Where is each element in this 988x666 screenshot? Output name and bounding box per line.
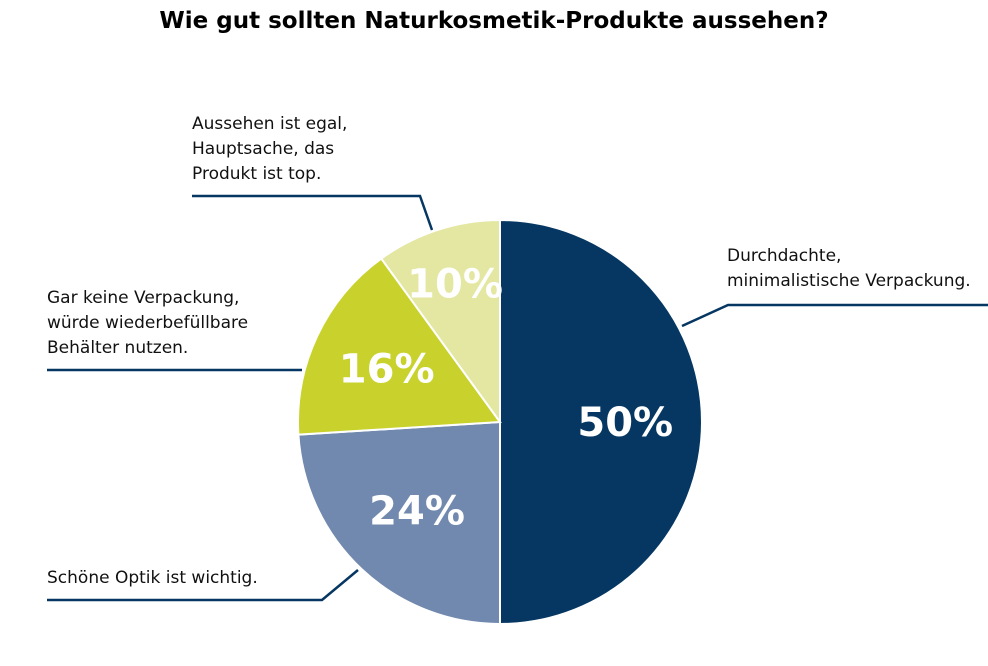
leader-line-egal xyxy=(192,194,434,231)
slice-label-minimalist: Durchdachte, minimalistische Verpackung. xyxy=(727,246,971,291)
value-label-optik: 24% xyxy=(369,488,465,534)
leader-line-optik xyxy=(47,569,359,602)
value-label-minimalist: 50% xyxy=(577,400,673,446)
slice-label-optik: Schöne Optik ist wichtig. xyxy=(47,568,258,588)
value-label-keine-verpackung: 16% xyxy=(339,347,435,393)
slice-minimalist xyxy=(499,218,703,626)
leader-line-minimalist xyxy=(681,303,988,328)
slice-optik xyxy=(297,420,501,626)
value-label-egal: 10% xyxy=(407,262,503,308)
slice-egal xyxy=(379,218,501,426)
slice-label-egal: Aussehen ist egal, Hauptsache, das Produ… xyxy=(192,114,348,184)
slice-label-keine-verpackung: Gar keine Verpackung, würde wiederbefüll… xyxy=(47,288,249,358)
slice-keine-verpackung xyxy=(297,257,502,436)
chart-title: Wie gut sollten Naturkosmetik-Produkte a… xyxy=(159,8,829,34)
